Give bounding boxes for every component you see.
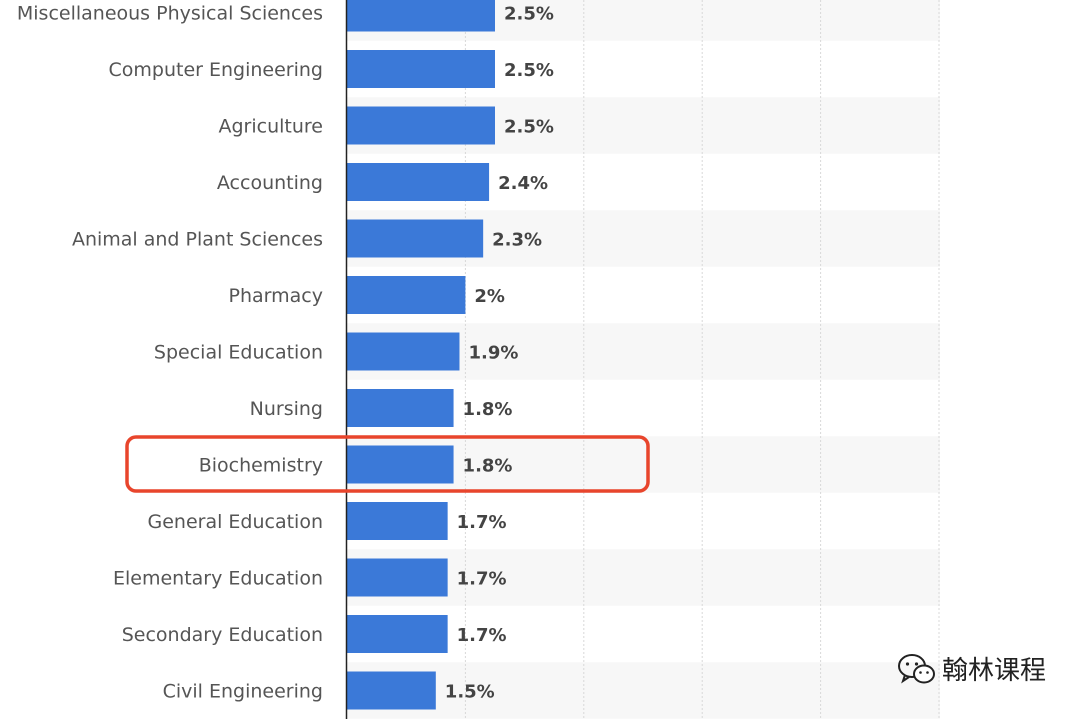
bar [347,671,436,710]
bar [347,332,460,371]
category-label: Special Education [154,342,323,364]
bar [347,163,490,201]
value-label: 2.4% [498,173,548,194]
category-label: General Education [147,511,323,533]
watermark: 翰林课程 [896,650,1046,687]
category-labels: Miscellaneous Physical Sciences Computer … [17,3,323,703]
category-label: Miscellaneous Physical Sciences [17,3,323,25]
bar [347,276,466,314]
value-label: 1.7% [457,512,507,533]
value-label: 2.3% [492,230,542,251]
category-label: Secondary Education [122,624,323,646]
value-label: 2% [474,286,505,307]
wechat-icon [897,653,935,683]
value-label: 2.5% [504,60,554,81]
value-label: 2.5% [504,117,554,138]
value-labels: 2.5% 2.5% 2.5% 2.4% 2.3% 2% 1.9% 1.8% 1.8% 1.7% 1.… [445,4,554,703]
value-label: 1.8% [463,456,513,477]
value-label: 1.7% [457,569,507,590]
bar [347,219,484,258]
category-label: Civil Engineering [163,681,323,703]
bar [347,106,495,145]
category-label: Animal and Plant Sciences [72,229,323,251]
value-label: 1.5% [445,682,495,703]
category-label: Computer Engineering [109,59,324,81]
bar [347,389,454,427]
highlight-box [125,435,650,493]
row-band [347,662,940,719]
category-label: Pharmacy [229,285,323,307]
category-label: Nursing [250,398,323,420]
value-label: 1.8% [463,399,513,420]
value-label: 1.9% [468,343,518,364]
watermark-text: 翰林课程 [941,656,1046,686]
value-label: 1.7% [457,625,507,646]
category-label: Elementary Education [113,568,323,590]
bar [347,558,448,597]
category-label: Biochemistry [199,455,323,477]
category-label: Accounting [217,172,323,194]
bar [347,0,495,32]
value-label: 2.5% [504,4,554,25]
bar [347,615,448,653]
category-label: Agriculture [219,116,324,138]
bar [347,50,495,88]
bar [347,502,448,540]
bar [347,445,454,484]
bars [347,0,495,710]
